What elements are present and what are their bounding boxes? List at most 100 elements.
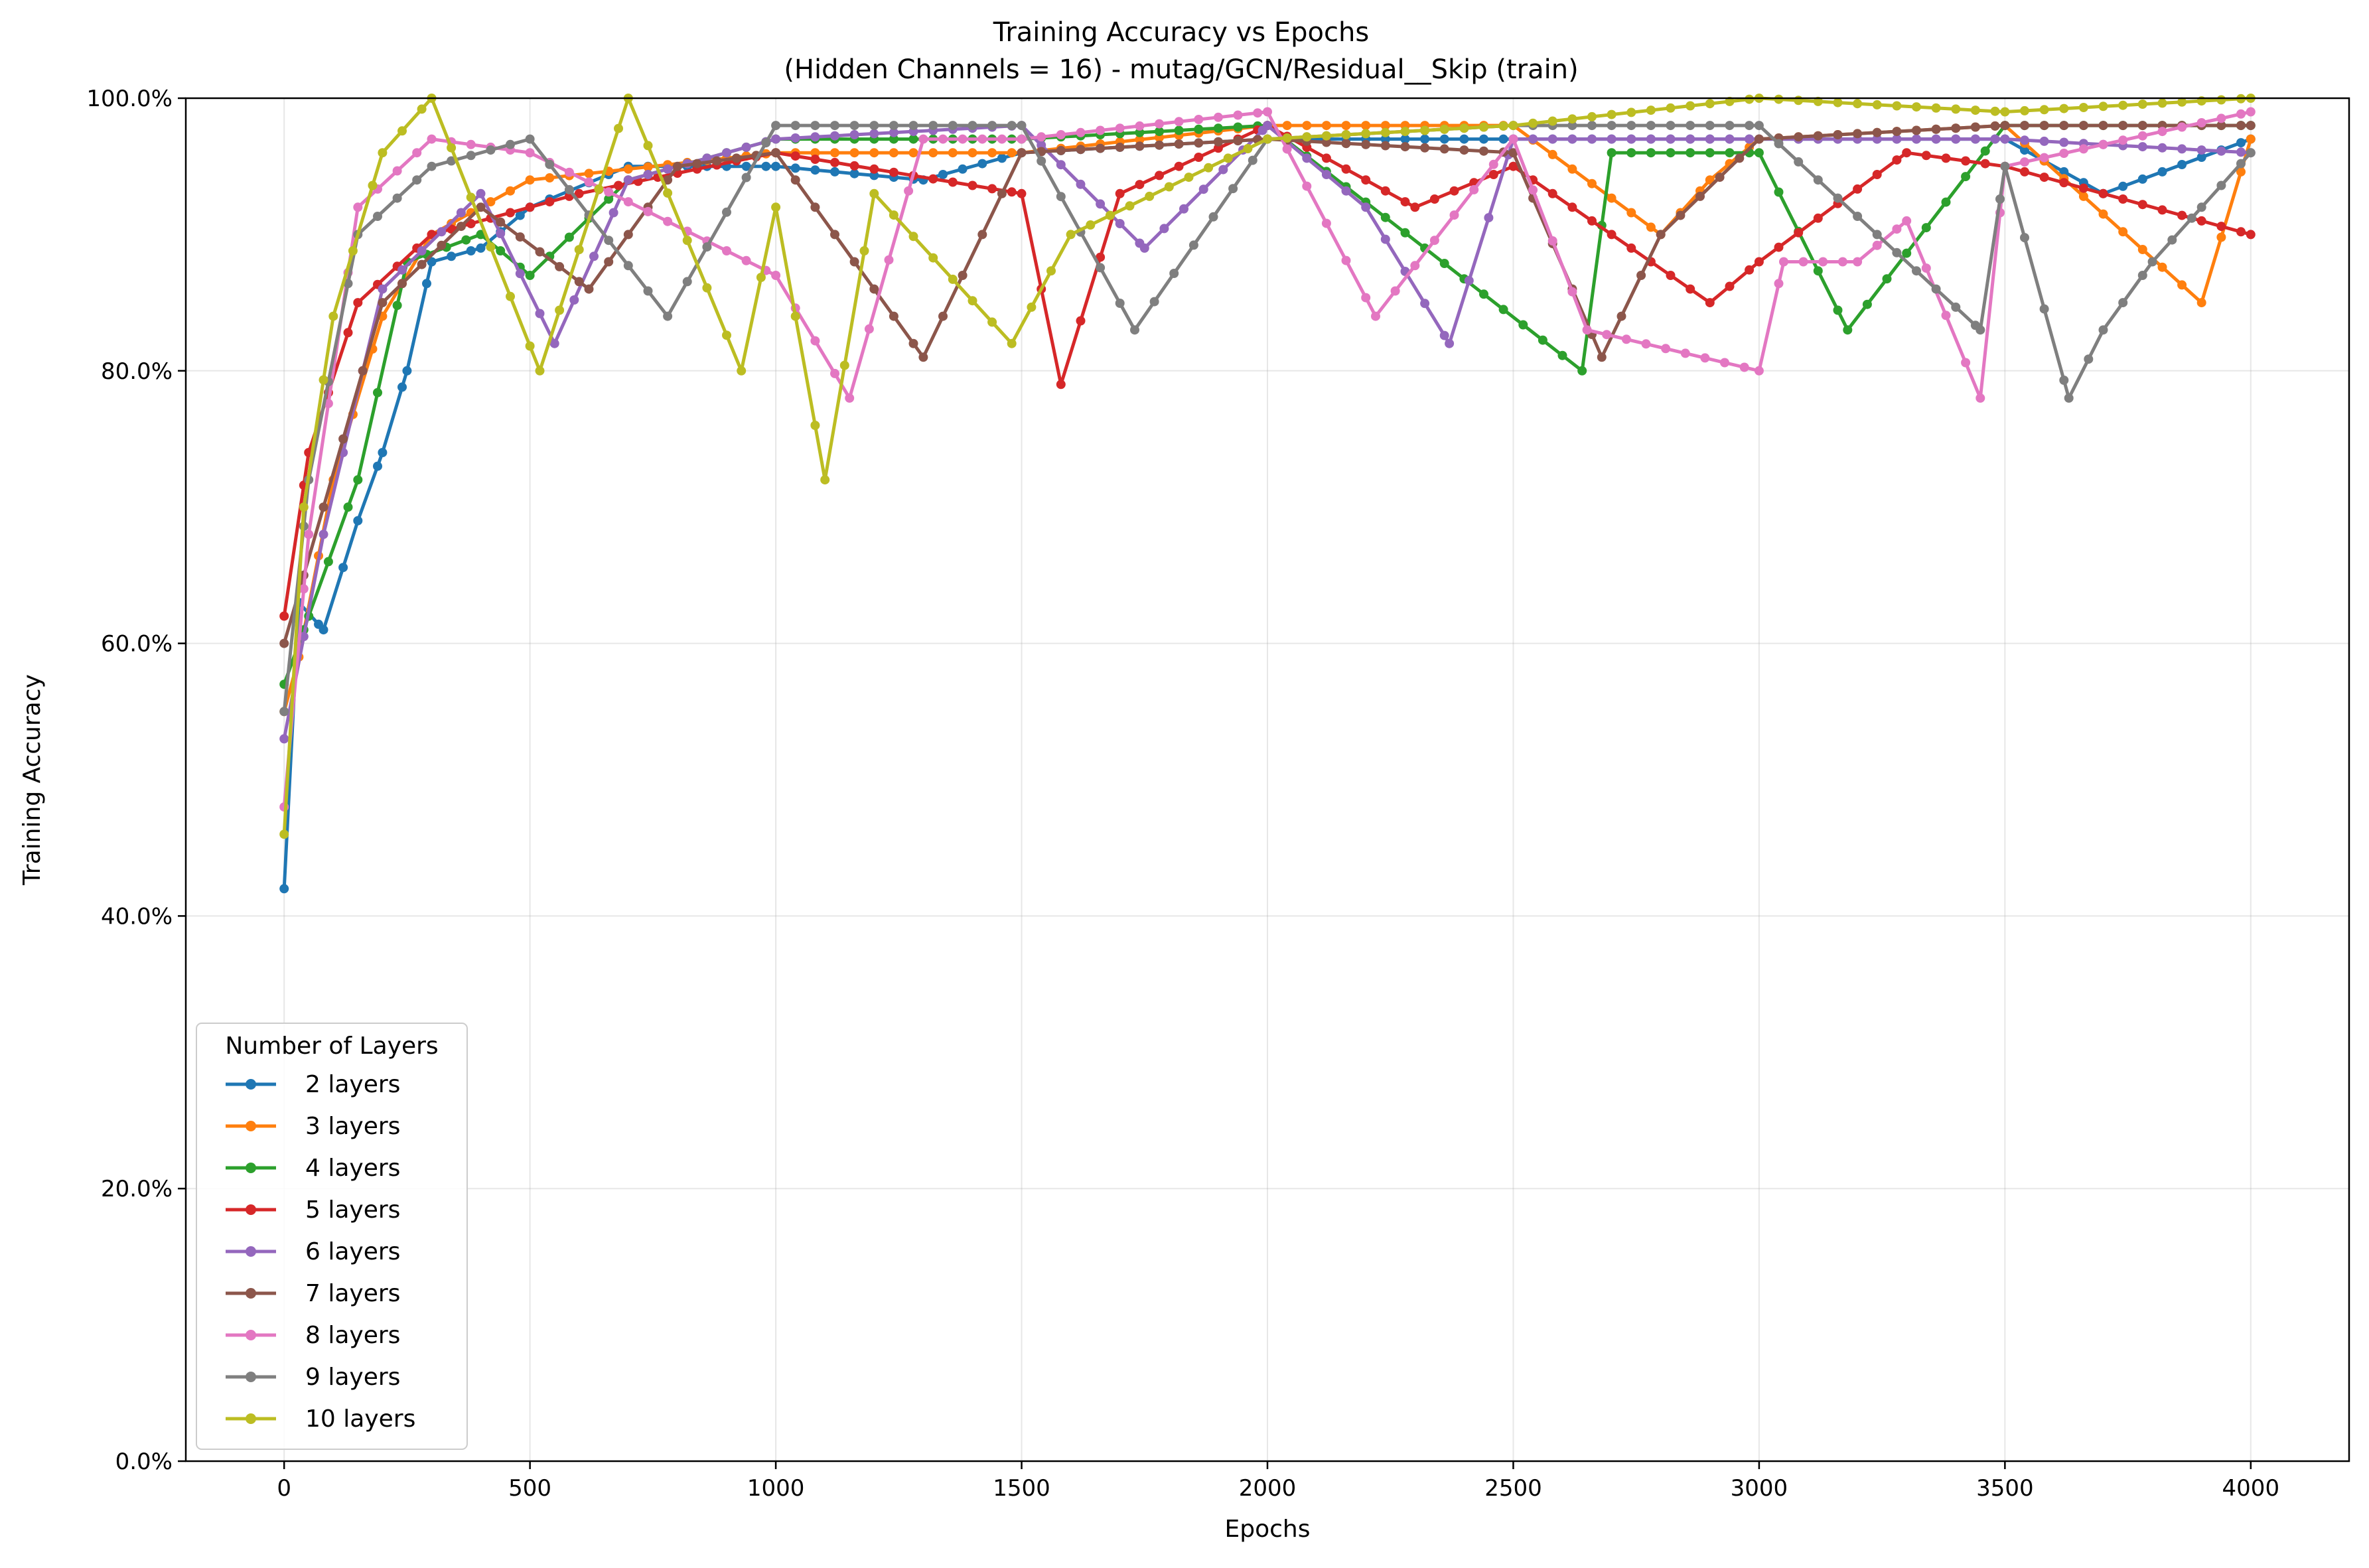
data-point [1233, 122, 1243, 132]
data-point [402, 366, 412, 376]
data-point [908, 134, 918, 144]
data-point [584, 169, 594, 178]
data-point [1135, 121, 1145, 131]
data-point [1980, 159, 1990, 169]
data-point [447, 143, 457, 153]
data-point [830, 167, 839, 177]
data-point [1970, 106, 1980, 115]
data-point [771, 271, 781, 280]
data-point [1607, 148, 1616, 158]
data-point [1194, 153, 1204, 162]
data-point [1931, 134, 1941, 144]
data-point [1204, 163, 1214, 173]
data-point [2039, 153, 2049, 163]
data-point [761, 161, 771, 171]
data-point [968, 148, 977, 158]
data-point [574, 277, 584, 287]
y-tick-label: 0.0% [115, 1449, 173, 1475]
data-point [849, 121, 859, 131]
legend-item: 8 layers [226, 1322, 400, 1349]
data-point [810, 421, 820, 430]
data-point [1636, 271, 1646, 280]
data-point [1066, 230, 1076, 240]
data-point [1607, 193, 1616, 203]
data-point [1135, 135, 1145, 145]
data-point [614, 180, 623, 190]
data-point [319, 625, 328, 635]
data-point [1233, 110, 1243, 120]
data-point [2078, 121, 2088, 131]
data-point [1872, 127, 1882, 137]
data-point [2177, 280, 2187, 290]
data-point [1479, 289, 1488, 299]
data-point [1931, 103, 1941, 113]
data-point [790, 133, 800, 143]
data-point [1582, 325, 1592, 335]
data-point [437, 227, 447, 237]
data-point [1902, 216, 1912, 226]
data-point [1705, 298, 1715, 308]
data-point [1194, 124, 1204, 134]
data-point [1686, 101, 1695, 111]
data-point [1469, 184, 1479, 194]
data-point [928, 121, 938, 131]
data-point [1528, 185, 1538, 195]
data-point [506, 139, 515, 149]
data-point [1912, 125, 1921, 135]
data-point [2059, 121, 2069, 131]
legend-swatch-marker [246, 1163, 256, 1173]
data-point [1567, 114, 1577, 124]
data-point [1380, 127, 1390, 137]
data-point [1479, 122, 1488, 132]
data-point [2216, 232, 2226, 242]
data-point [1155, 171, 1164, 180]
data-point [1813, 213, 1823, 223]
data-point [1439, 134, 1449, 144]
data-point [1975, 393, 1985, 403]
data-point [2196, 145, 2206, 155]
data-point [987, 121, 997, 131]
data-point [2157, 143, 2167, 153]
data-point [702, 242, 712, 252]
data-point [1902, 248, 1912, 258]
data-point [623, 164, 633, 174]
data-point [427, 134, 437, 144]
data-point [1833, 98, 1843, 107]
data-point [1695, 191, 1705, 201]
data-point [968, 180, 977, 190]
data-point [1587, 111, 1597, 121]
data-point [741, 173, 751, 182]
data-point [1155, 127, 1164, 137]
data-point [1720, 358, 1729, 368]
data-point [968, 296, 977, 306]
data-point [1046, 266, 1056, 276]
data-point [1508, 134, 1518, 144]
data-point [1007, 148, 1017, 158]
data-point [1853, 129, 1863, 139]
data-point [1607, 121, 1616, 131]
data-point [1853, 257, 1863, 267]
data-point [358, 366, 368, 376]
data-point [1892, 101, 1902, 111]
data-point [948, 177, 958, 187]
data-point [1223, 153, 1233, 163]
data-point [1233, 136, 1243, 146]
data-point [731, 153, 741, 163]
data-point [2167, 235, 2177, 245]
data-point [535, 309, 545, 319]
data-point [869, 171, 879, 180]
data-point [1371, 311, 1380, 321]
data-point [1843, 325, 1853, 335]
data-point [525, 134, 535, 144]
data-point [348, 246, 358, 255]
data-point [2157, 167, 2167, 177]
data-point [1056, 130, 1066, 139]
data-point [1951, 104, 1961, 114]
data-point [1931, 284, 1941, 294]
data-point [643, 206, 653, 216]
data-point [1680, 348, 1690, 358]
data-point [1921, 223, 1931, 233]
data-point [1155, 140, 1164, 150]
data-point [1833, 130, 1843, 139]
legend-label: 7 layers [305, 1280, 400, 1307]
